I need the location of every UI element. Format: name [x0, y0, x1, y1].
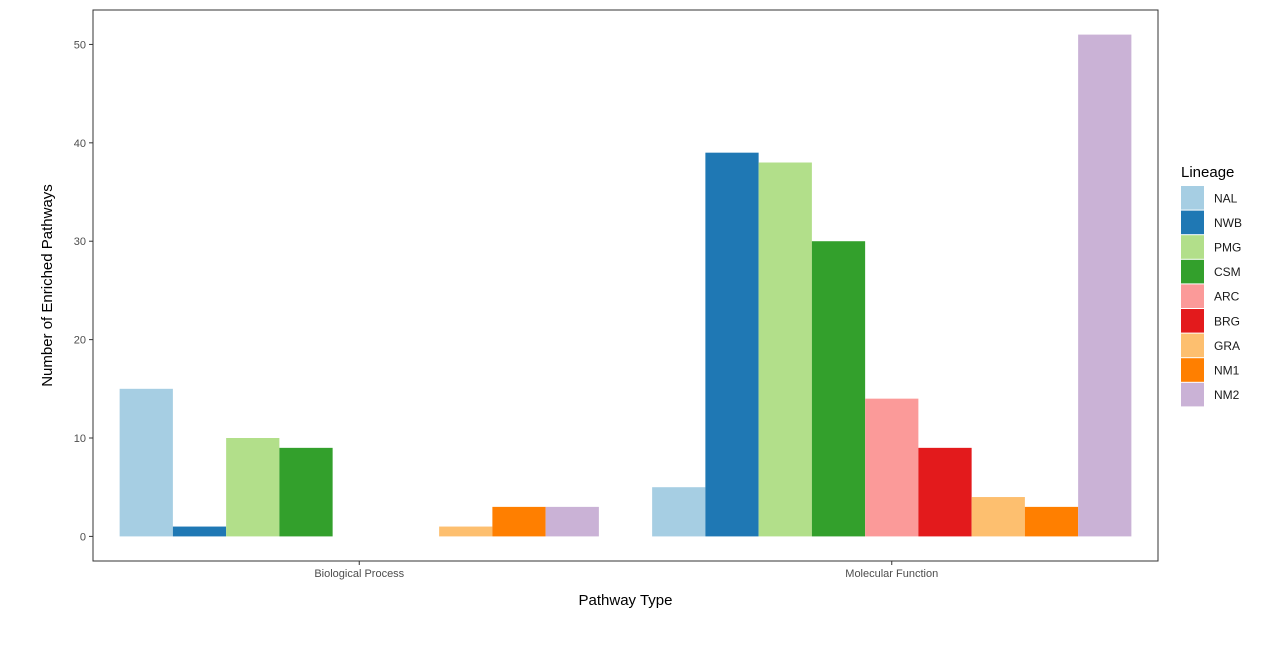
bar-nm2-0 — [545, 506, 599, 537]
legend-key-brg — [1181, 309, 1204, 333]
legend-label-csm: CSM — [1214, 265, 1241, 279]
y-tick-label: 0 — [80, 531, 86, 543]
legend: Lineage NAL NWB PMG CSM ARC BRG GRA NM1 NM2 — [1181, 164, 1242, 407]
y-tick-label: 50 — [74, 39, 86, 51]
bars-layer — [119, 34, 1132, 537]
x-tick-label: Molecular Function — [845, 568, 938, 580]
legend-key-csm — [1181, 259, 1204, 284]
y-tick-label: 20 — [74, 335, 86, 347]
legend-label-nm2: NM2 — [1214, 388, 1240, 402]
bar-nm2-1 — [1078, 34, 1132, 537]
bar-gra-1 — [971, 497, 1025, 537]
bar-nm1-0 — [492, 506, 546, 537]
legend-label-nwb: NWB — [1214, 216, 1242, 230]
y-tick-label: 40 — [74, 138, 86, 150]
legend-key-nm1 — [1181, 358, 1204, 382]
bar-nm1-1 — [1024, 506, 1079, 537]
legend-key-arc — [1181, 284, 1204, 308]
legend-title: Lineage — [1181, 164, 1234, 181]
legend-label-pmg: PMG — [1214, 241, 1241, 255]
bar-pmg-1 — [758, 162, 812, 537]
legend-key-nal — [1181, 186, 1204, 210]
legend-label-brg: BRG — [1214, 314, 1240, 328]
bar-nwb-0 — [172, 526, 227, 537]
legend-key-nm2 — [1181, 382, 1204, 407]
bar-pmg-0 — [226, 438, 280, 537]
bar-nwb-1 — [705, 152, 759, 537]
y-tick-label: 10 — [74, 433, 86, 445]
bar-nal-0 — [119, 388, 173, 537]
bar-gra-0 — [439, 526, 493, 537]
x-axis: Biological Process Molecular Function — [314, 561, 938, 580]
y-axis-title: Number of Enriched Pathways — [39, 184, 56, 387]
bar-csm-1 — [811, 241, 866, 537]
y-tick-label: 30 — [74, 236, 86, 248]
x-axis-title: Pathway Type — [579, 592, 673, 609]
bar-brg-1 — [918, 447, 972, 537]
legend-key-nwb — [1181, 210, 1204, 235]
legend-label-nal: NAL — [1214, 191, 1238, 205]
bar-arc-1 — [865, 398, 919, 537]
legend-key-pmg — [1181, 235, 1204, 259]
legend-label-gra: GRA — [1214, 339, 1240, 353]
bar-csm-0 — [279, 447, 333, 537]
bar-nal-1 — [652, 487, 706, 537]
legend-key-gra — [1181, 333, 1204, 358]
legend-label-arc: ARC — [1214, 290, 1240, 304]
y-axis: 0 10 20 30 40 50 — [74, 39, 93, 543]
legend-label-nm1: NM1 — [1214, 364, 1240, 378]
x-tick-label: Biological Process — [314, 568, 404, 580]
